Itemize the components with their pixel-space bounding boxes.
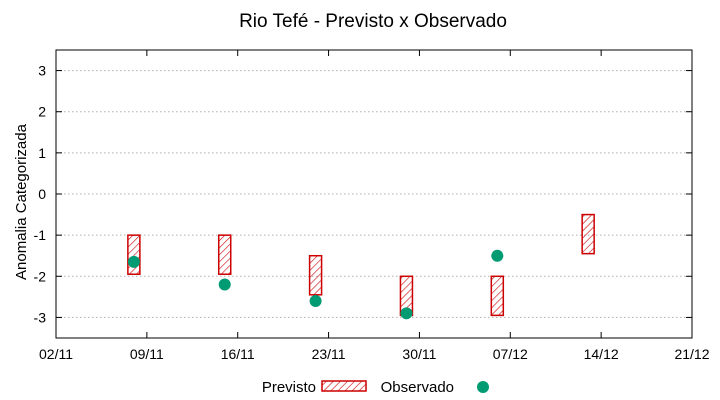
- x-tick-label: 30/11: [402, 346, 436, 362]
- data-marks: [127, 213, 595, 320]
- chart-title: Rio Tefé - Previsto x Observado: [239, 11, 507, 32]
- x-tick-label: 23/11: [312, 346, 346, 362]
- previsto-range-bar: [581, 213, 595, 255]
- previsto-range-bar: [127, 234, 141, 275]
- observado-point: [400, 307, 413, 320]
- y-tick-label: 2: [38, 104, 46, 120]
- plot-frame: [55, 49, 693, 339]
- y-axis-label: Anomalia Categorizada: [13, 123, 30, 280]
- y-tick-label: -3: [34, 309, 47, 325]
- previsto-range-bar: [490, 275, 505, 317]
- x-tick-label: 07/12: [493, 346, 528, 362]
- legend-label-previsto: Previsto: [262, 379, 316, 396]
- legend: Previsto Observado: [262, 379, 489, 396]
- observado-point: [127, 255, 140, 268]
- x-axis-ticks: 02/11 09/11 16/11 23/11 30/11 07/12 14/12 21/12: [39, 50, 710, 362]
- x-tick-label: 16/11: [221, 346, 255, 362]
- observado-point: [309, 294, 322, 307]
- x-tick-label: 02/11: [39, 346, 73, 362]
- legend-marker-observado: [477, 381, 489, 393]
- observado-point: [218, 278, 231, 291]
- previsto-range-bar: [308, 254, 323, 296]
- observado-point: [491, 249, 504, 262]
- x-tick-label: 09/11: [130, 346, 164, 362]
- legend-label-observado: Observado: [381, 379, 454, 396]
- legend-swatch-previsto: [321, 380, 367, 392]
- y-axis-ticks: -3 -2 -1 0 1 2 3: [34, 63, 692, 325]
- previsto-range-bar: [217, 234, 232, 275]
- y-tick-label: -1: [34, 227, 47, 243]
- grid-lines: [56, 70, 692, 318]
- y-tick-label: 1: [38, 145, 46, 161]
- y-tick-label: -2: [34, 268, 47, 284]
- y-tick-label: 3: [38, 63, 46, 79]
- x-tick-label: 14/12: [584, 346, 619, 362]
- x-tick-label: 21/12: [674, 346, 709, 362]
- y-tick-label: 0: [38, 186, 46, 202]
